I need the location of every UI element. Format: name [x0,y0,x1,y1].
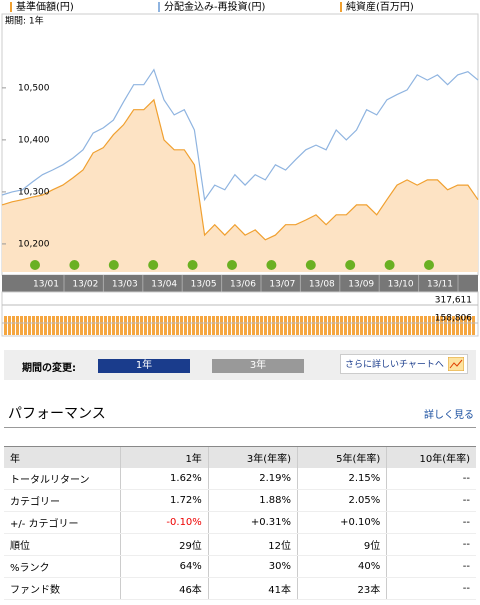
table-cell: -- [386,555,476,578]
header-cell: 年 [4,446,121,468]
table-cell: 23本 [297,577,387,600]
table-cell: +0.10% [297,511,387,534]
table-cell: 40% [297,555,387,578]
dividend-icon [384,260,395,270]
volume-bars [4,316,476,335]
table-row: ファンド数 46本 41本 23本 -- [4,577,476,600]
y-tick-label: 10,500 [18,83,50,93]
x-tick-label: 13/07 [269,280,295,290]
volume-tick-label: 158,806 [435,314,472,324]
x-tick-label: 13/09 [348,280,374,290]
legend-label: 分配金込み-再投資(円) [164,0,266,13]
table-cell: 順位 [4,533,121,556]
header-row: 年 1年 3年(年率) 5年(年率) 10年(年率) [4,446,476,468]
dividend-icon [108,260,119,270]
table-cell: -- [386,533,476,556]
table-cell: 2.15% [297,468,387,490]
header-cell: 1年 [119,446,209,468]
table-cell: 46本 [119,577,209,600]
table-cell: -- [386,577,476,600]
legend-swatch [340,2,342,12]
table-cell: カテゴリー [4,489,121,512]
volume-tick-label: 317,611 [435,296,472,306]
table-row: +/- カテゴリー -0.10% +0.31% +0.10% -- [4,511,476,534]
table-cell: -- [386,468,476,490]
table-cell: 1.62% [119,468,209,490]
table-cell: 9位 [297,533,387,556]
x-tick-label: 13/10 [388,280,414,290]
table-row: カテゴリー 1.72% 1.88% 2.05% -- [4,489,476,512]
table-row: %ランク 64% 30% 40% -- [4,555,476,578]
table-cell: 12位 [207,533,298,556]
detail-link[interactable]: 詳しく見る [424,410,474,421]
table-cell: 2.05% [297,489,387,512]
dividend-icon [69,260,80,270]
period-selector: 期間の変更: 1年 3年 さらに詳しいチャートへ [4,350,476,380]
x-tick-label: 13/04 [151,280,177,290]
dividend-icon [424,260,434,270]
x-tick-label: 13/02 [72,280,98,290]
more-chart-link[interactable]: さらに詳しいチャートへ [340,354,468,374]
table-cell: 2.19% [207,468,298,490]
y-tick-label: 10,300 [18,187,50,197]
period-button[interactable]: 1年 [98,359,190,373]
dividend-icon [148,260,159,270]
dividend-icon [30,260,40,270]
table-cell: トータルリターン [4,468,121,490]
x-tick-label: 13/03 [112,280,138,290]
legend-swatch [10,2,12,12]
y-tick-label: 10,200 [18,239,50,249]
header-cell: 3年(年率) [207,446,298,468]
dividend-icon [227,260,237,270]
dividend-icon [187,260,198,270]
divider [4,427,476,428]
line [1,98,479,241]
month-band [2,275,478,292]
period-label: 期間: 1年 [5,15,44,27]
performance-table: 年 1年 3年(年率) 5年(年率) 10年(年率) トータルリターン 1.62% 2.19%… [4,446,476,600]
x-tick-label: 13/11 [427,280,453,290]
table-cell: +0.31% [207,511,298,534]
y-tick-label: 10,400 [18,135,50,145]
area [2,99,478,272]
header-cell: 10年(年率) [386,446,476,468]
table-cell: 1.88% [207,489,298,512]
line [1,68,479,202]
period-button[interactable]: 3年 [212,359,304,373]
table-cell: -0.10% [119,511,209,534]
x-tick-label: 13/06 [230,280,256,290]
table-cell: +/- カテゴリー [4,511,121,534]
table-cell: 64% [119,555,209,578]
more-chart-text: さらに詳しいチャートへ [345,360,444,370]
legend-label: 基準価額(円) [16,0,74,13]
table-row: トータルリターン 1.62% 2.19% 2.15% -- [4,468,476,490]
dividend-icon [266,260,277,270]
table-cell: 30% [207,555,298,578]
header-cell: 5年(年率) [297,446,387,468]
table-cell: ファンド数 [4,577,121,600]
dividend-icon [345,260,356,270]
table-cell: 1.72% [119,489,209,512]
chart: 基準価額(円) 分配金込み-再投資(円) 純資産(百万円) 期間: 1年 10,200 1… [1,0,479,337]
table-cell: -- [386,489,476,512]
legend-swatch [158,2,160,12]
dividend-icon [305,260,316,270]
x-tick-label: 13/01 [33,280,59,290]
table-cell: 41本 [207,577,298,600]
chart-icon [448,357,464,371]
table-cell: %ランク [4,555,121,578]
table-cell: 29位 [119,533,209,556]
x-tick-label: 13/05 [191,280,217,290]
period-label: 期間の変更: [22,363,76,374]
section-title: パフォーマンス [8,406,106,422]
table-cell: -- [386,511,476,534]
table-row: 順位 29位 12位 9位 -- [4,533,476,556]
legend-label: 純資産(百万円) [346,0,414,13]
x-tick-label: 13/08 [309,280,335,290]
